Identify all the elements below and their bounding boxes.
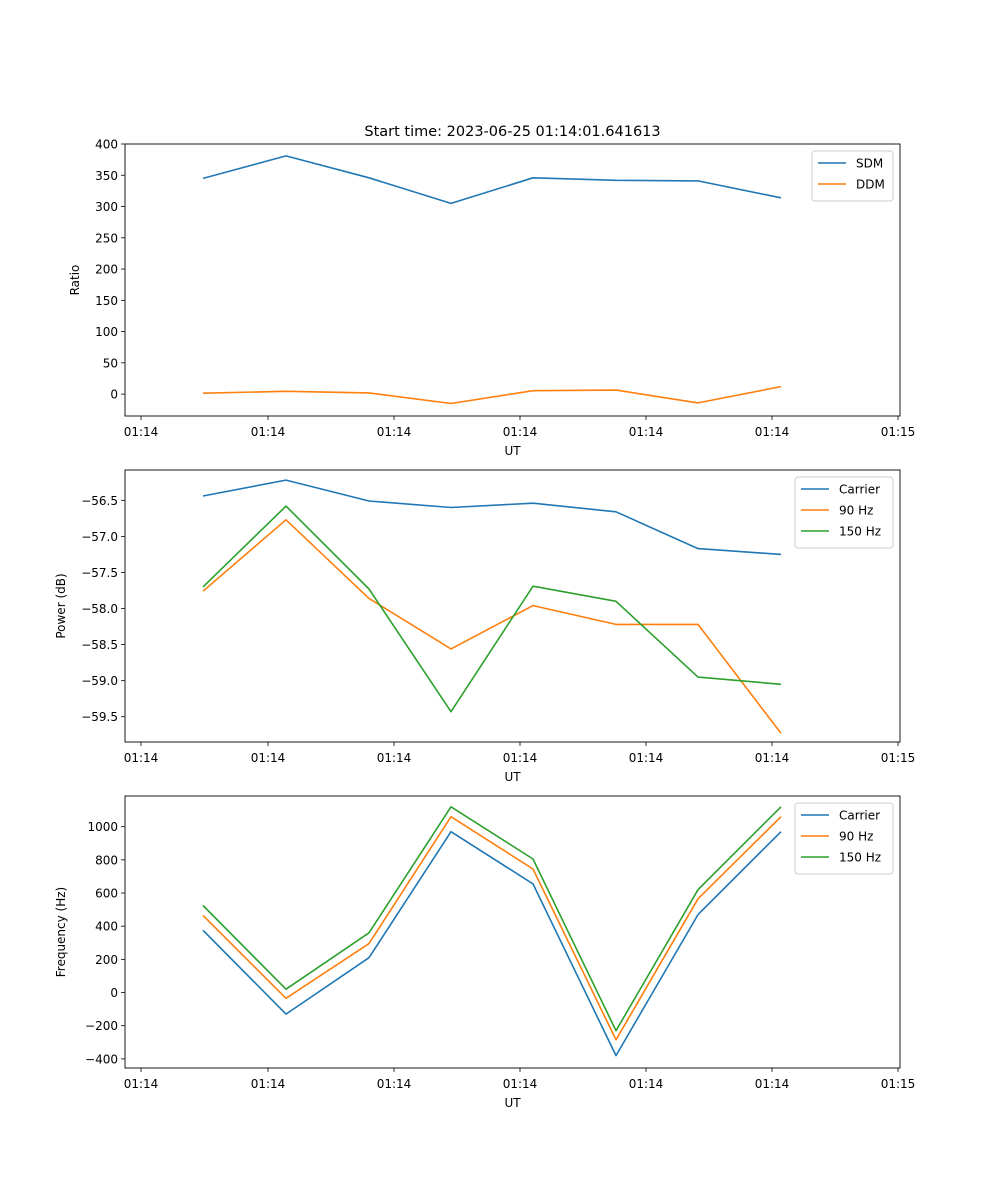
x-tick-label: 01:14	[377, 425, 412, 439]
legend: Carrier 90 Hz 150 Hz	[794, 476, 894, 549]
series-line-90-hz	[202, 518, 782, 734]
legend-label: DDM	[856, 178, 885, 192]
y-axis-label: Power (dB)	[54, 573, 68, 638]
x-tick-label: 01:14	[251, 751, 286, 765]
y-tick-label: 350	[95, 169, 118, 183]
series-line-carrier	[202, 479, 782, 556]
legend-label: 150 Hz	[839, 851, 881, 865]
y-tick-label: −57.0	[81, 530, 118, 544]
axes-frame	[124, 469, 901, 743]
x-tick-label: 01:14	[377, 1077, 412, 1091]
y-tick-label: 800	[95, 853, 118, 867]
legend-label: 90 Hz	[839, 504, 873, 518]
x-axis-label: UT	[504, 770, 521, 784]
x-tick-label: 01:15	[881, 751, 916, 765]
legend: Carrier 90 Hz 150 Hz	[794, 802, 894, 875]
x-tick-label: 01:14	[251, 1077, 286, 1091]
legend-label: 150 Hz	[839, 525, 881, 539]
x-tick-label: 01:14	[377, 751, 412, 765]
x-tick-label: 01:14	[124, 425, 159, 439]
y-tick-label: 300	[95, 200, 118, 214]
x-tick-label: 01:14	[503, 425, 538, 439]
y-tick-label: 250	[95, 231, 118, 245]
x-tick-label: 01:14	[755, 751, 790, 765]
chart-panel-3: 01:14 01:14 01:14 01:14 01:14 01:14 01:15 −400 −…	[54, 795, 916, 1110]
legend-label: Carrier	[839, 809, 880, 823]
axes-frame	[124, 795, 901, 1069]
series-line-sdm	[202, 155, 782, 205]
y-tick-label: −59.5	[81, 710, 118, 724]
series-line-150-hz	[202, 505, 782, 713]
chart-panel-2: 01:14 01:14 01:14 01:14 01:14 01:14 01:15 −56.5…	[54, 469, 916, 784]
x-tick-label: 01:14	[755, 1077, 790, 1091]
legend-label: 90 Hz	[839, 830, 873, 844]
x-axis-label: UT	[504, 444, 521, 458]
series-line-90-hz	[202, 815, 782, 1041]
x-tick-label: 01:14	[251, 425, 286, 439]
y-tick-label: 0	[110, 388, 118, 402]
y-tick-label: −400	[85, 1052, 118, 1066]
x-tick-label: 01:15	[881, 425, 916, 439]
x-axis-label: UT	[504, 1096, 521, 1110]
x-tick-label: 01:14	[124, 751, 159, 765]
y-tick-label: −58.0	[81, 602, 118, 616]
y-tick-label: 50	[103, 356, 118, 370]
x-tick-label: 01:14	[629, 1077, 664, 1091]
x-tick-label: 01:14	[503, 751, 538, 765]
x-tick-label: 01:14	[755, 425, 790, 439]
x-tick-label: 01:14	[629, 751, 664, 765]
axes-frame	[124, 143, 901, 417]
figure-title: Start time: 2023-06-25 01:14:01.641613	[364, 124, 660, 140]
legend-label: Carrier	[839, 483, 880, 497]
series-line-150-hz	[202, 805, 782, 1032]
x-tick-label: 01:14	[124, 1077, 159, 1091]
y-tick-label: 0	[110, 986, 118, 1000]
x-tick-label: 01:14	[629, 425, 664, 439]
y-tick-label: −58.5	[81, 638, 118, 652]
y-tick-label: −57.5	[81, 566, 118, 580]
y-tick-label: 400	[95, 138, 118, 152]
y-tick-label: −56.5	[81, 494, 118, 508]
y-axis-label: Ratio	[68, 265, 82, 296]
y-axis-label: Frequency (Hz)	[54, 887, 68, 978]
chart-panel-1: 01:14 01:14 01:14 01:14 01:14 01:14 01:15 0 50 10…	[68, 138, 915, 459]
series-line-carrier	[202, 830, 782, 1057]
y-tick-label: 400	[95, 920, 118, 934]
y-tick-label: 600	[95, 887, 118, 901]
y-tick-label: −59.0	[81, 674, 118, 688]
y-tick-label: 150	[95, 294, 118, 308]
y-tick-label: 100	[95, 325, 118, 339]
legend: SDM DDM	[811, 150, 894, 202]
y-tick-label: 200	[95, 263, 118, 277]
legend-label: SDM	[856, 157, 883, 171]
series-line-ddm	[202, 385, 782, 405]
y-tick-label: −200	[85, 1019, 118, 1033]
y-tick-label: 1000	[87, 820, 118, 834]
y-tick-label: 200	[95, 953, 118, 967]
x-tick-label: 01:14	[503, 1077, 538, 1091]
x-tick-label: 01:15	[881, 1077, 916, 1091]
